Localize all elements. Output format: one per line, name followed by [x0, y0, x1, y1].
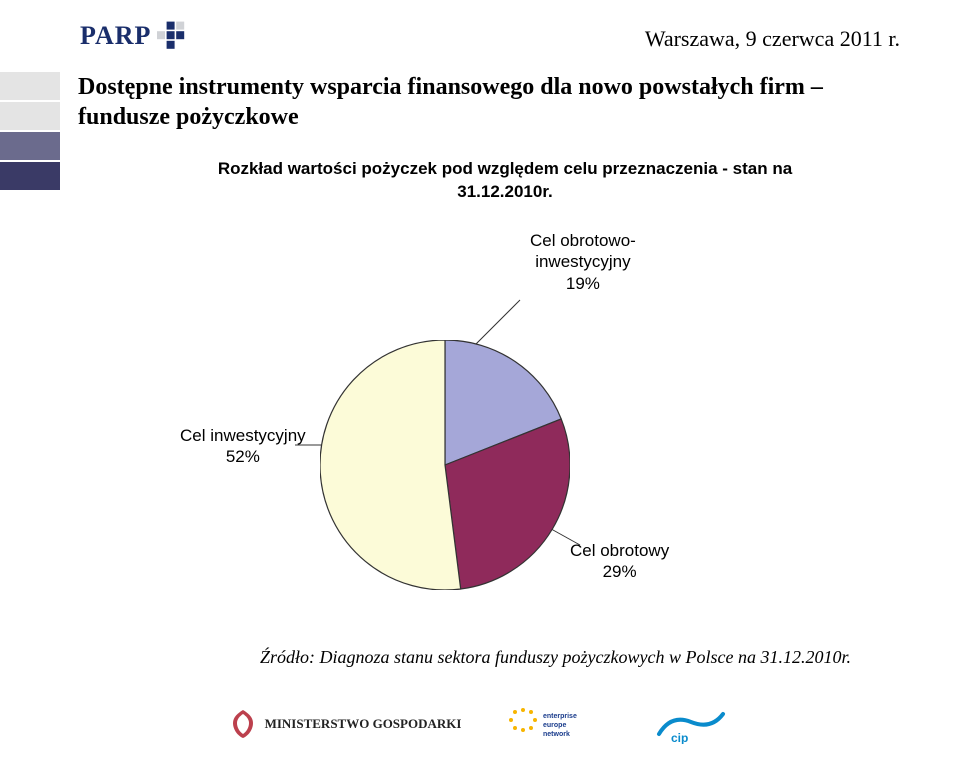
source-text: Źródło: Diagnoza stanu sektora funduszy … [260, 647, 851, 668]
pie-slice-label: Cel inwestycyjny52% [180, 425, 306, 468]
svg-text:network: network [543, 731, 570, 738]
page-title: Dostępne instrumenty wsparcia finansoweg… [78, 72, 900, 132]
pie-slice-label: Cel obrotowy29% [570, 540, 669, 583]
pie-wrap [320, 340, 570, 590]
eagle-icon [229, 708, 257, 740]
sidebar-bar [0, 162, 60, 190]
pie-svg [320, 340, 570, 590]
pie-slice [320, 340, 461, 590]
pie-chart: Cel obrotowo-inwestycyjny19% Cel obrotowy… [140, 230, 820, 610]
pie-slice-label: Cel obrotowo-inwestycyjny19% [530, 230, 636, 294]
header-date: Warszawa, 9 czerwca 2011 r. [645, 26, 900, 52]
sidebar-bar [0, 102, 60, 130]
header: PARP Warszawa, 9 czerwca 2011 r. [0, 14, 960, 74]
ministry-label: MINISTERSTWO GOSPODARKI [265, 716, 462, 732]
ministry-logo: MINISTERSTWO GOSPODARKI [229, 708, 462, 740]
svg-text:cip: cip [671, 731, 688, 744]
een-logo-icon: enterprise europe network [501, 704, 611, 744]
parp-logo: PARP [80, 20, 189, 52]
logo-text: PARP [80, 21, 151, 51]
sidebar-accent [0, 72, 60, 192]
chart-subtitle: Rozkład wartości pożyczek pod względem c… [170, 158, 840, 204]
cip-logo-icon: cip [651, 704, 731, 744]
svg-text:europe: europe [543, 722, 566, 729]
sidebar-bar [0, 72, 60, 100]
sidebar-bar [0, 132, 60, 160]
svg-text:enterprise: enterprise [543, 713, 577, 720]
parp-logo-icon [157, 20, 189, 52]
footer: MINISTERSTWO GOSPODARKI enterprise europ… [0, 694, 960, 754]
